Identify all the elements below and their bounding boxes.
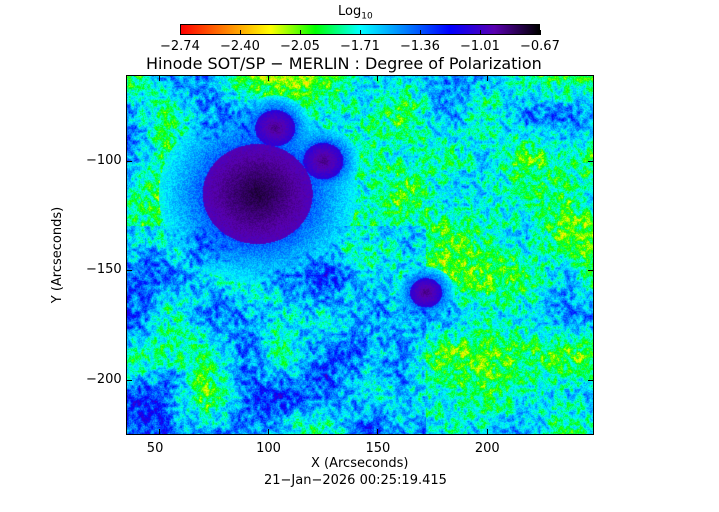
y-tick-mark [126,160,132,162]
x-tick-mark [486,75,488,81]
colorbar-tick-mark [360,30,361,35]
colorbar-tick-mark [180,30,181,35]
timestamp: 21−Jan−2026 00:25:19.415 [264,473,447,488]
heatmap-image [126,75,594,435]
x-tick-mark [158,429,160,435]
y-tick-mark [588,160,594,162]
y-tick-label: −200 [86,372,122,388]
x-tick-label: 200 [474,441,500,456]
x-tick-mark [268,75,270,81]
colorbar-label-base: Log [338,4,362,19]
x-tick-mark [268,429,270,435]
colorbar-tick-mark [540,30,541,35]
chart-title: Hinode SOT/SP − MERLIN : Degree of Polar… [146,54,542,73]
y-tick-label: −100 [86,152,122,168]
x-axis-label: X (Arcseconds) [311,456,409,471]
y-tick-label: −150 [86,262,122,278]
y-tick-mark [126,270,132,272]
x-tick-mark [158,75,160,81]
y-tick-mark [588,380,594,382]
colorbar-tick-label: −1.71 [340,39,380,54]
colorbar-tick-mark [300,30,301,35]
colorbar-tick-label: −2.40 [220,39,260,54]
y-axis-label: Y (Arcseconds) [50,206,65,304]
x-tick-label: 150 [365,441,391,456]
x-tick-mark [486,429,488,435]
x-tick-mark [377,429,379,435]
x-tick-label: 50 [146,441,164,456]
x-tick-label: 100 [256,441,281,456]
colorbar-tick-mark [480,30,481,35]
x-tick-mark [377,75,379,81]
colorbar-tick-label: −1.01 [460,39,500,54]
y-tick-mark [588,270,594,272]
colorbar-tick-label: −0.67 [520,39,560,54]
colorbar-tick-label: −1.36 [400,39,440,54]
colorbar-tick-mark [240,30,241,35]
colorbar-label: Log10 [338,5,373,24]
colorbar-tick-label: −2.05 [280,39,320,54]
colorbar-tick-mark [420,30,421,35]
y-tick-mark [126,380,132,382]
colorbar-tick-label: −2.74 [160,39,200,54]
colorbar-label-sub: 10 [361,11,373,22]
